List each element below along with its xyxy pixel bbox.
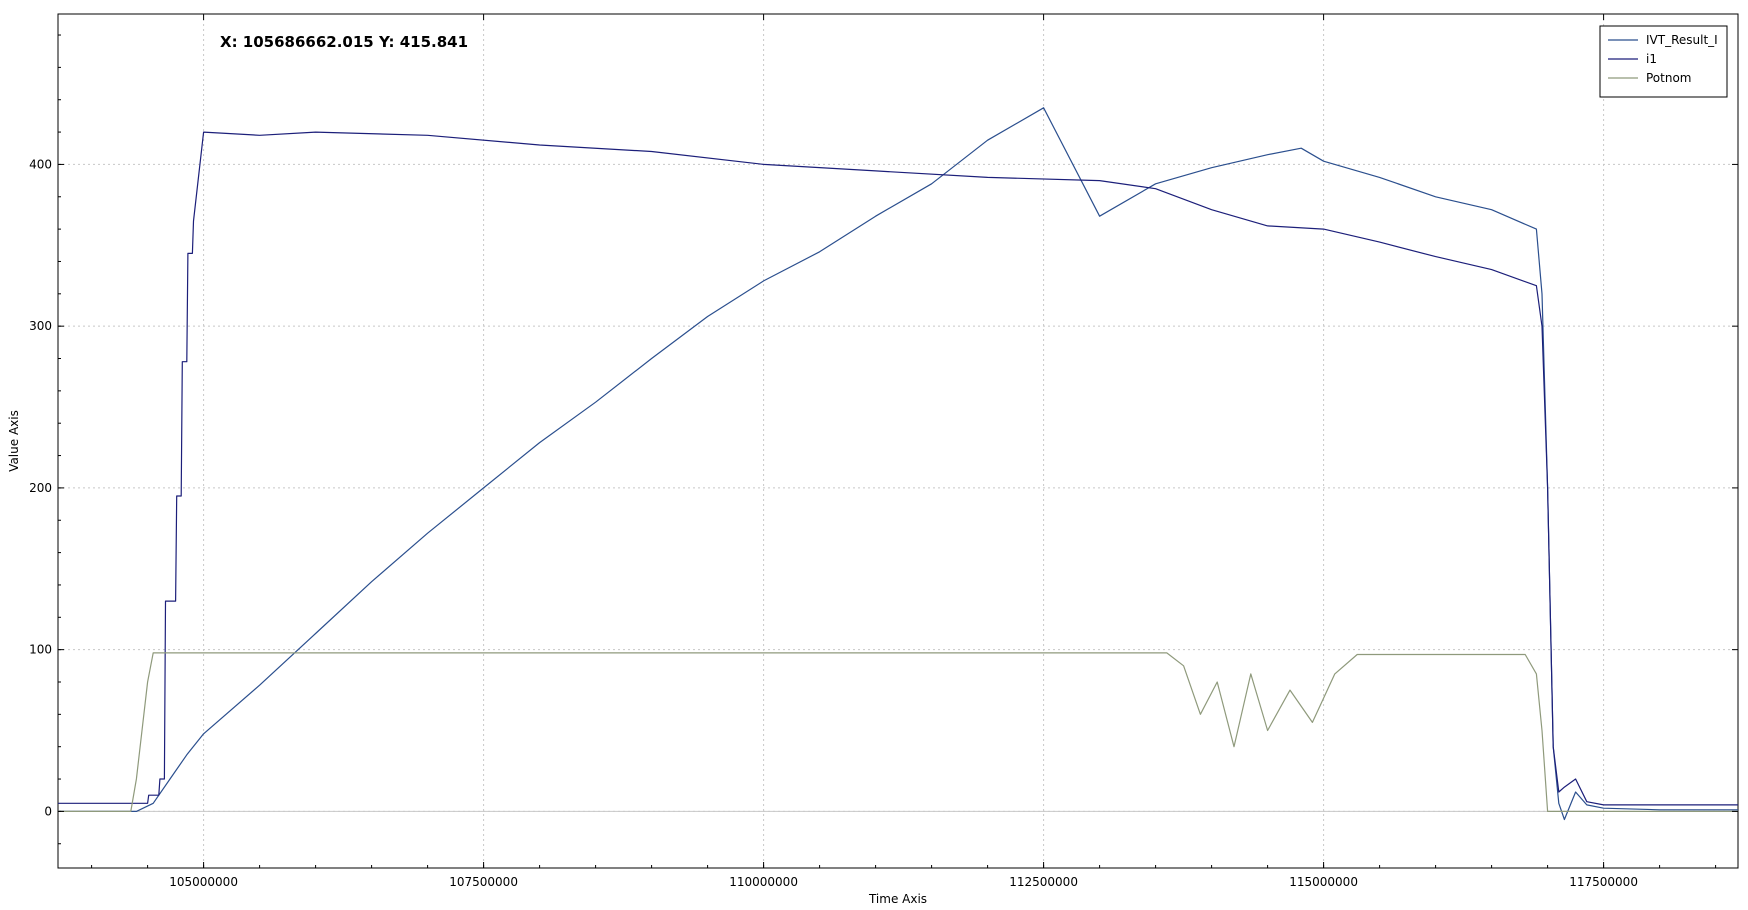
legend-label[interactable]: Potnom bbox=[1646, 71, 1692, 85]
y-axis-ticks: 0 100 200 300 400 bbox=[29, 34, 1738, 845]
series-line-i1 bbox=[58, 131, 1738, 806]
x-axis-title: Time Axis bbox=[868, 892, 927, 906]
y-tick-label: 200 bbox=[29, 481, 52, 495]
legend[interactable]: IVT_Result_I i1 Potnom bbox=[1599, 25, 1728, 98]
x-tick-label: 115000000 bbox=[1289, 875, 1358, 889]
legend-box bbox=[1599, 25, 1728, 98]
legend-label[interactable]: IVT_Result_I bbox=[1646, 33, 1718, 47]
x-tick-label: 117500000 bbox=[1569, 875, 1638, 889]
series-layer bbox=[58, 107, 1738, 821]
y-tick-label: 100 bbox=[29, 643, 52, 657]
plot-area[interactable] bbox=[57, 13, 1739, 869]
y-axis-title: Value Axis bbox=[7, 410, 21, 472]
x-tick-label: 105000000 bbox=[169, 875, 238, 889]
cursor-coordinate-readout: X: 105686662.015 Y: 415.841 bbox=[220, 33, 468, 51]
series-line-potnom bbox=[58, 652, 1738, 812]
y-tick-label: 400 bbox=[29, 157, 52, 171]
y-tick-label: 300 bbox=[29, 319, 52, 333]
x-tick-label: 107500000 bbox=[449, 875, 518, 889]
legend-label[interactable]: i1 bbox=[1646, 52, 1657, 66]
x-tick-label: 110000000 bbox=[729, 875, 798, 889]
x-tick-label: 112500000 bbox=[1009, 875, 1078, 889]
x-axis-ticks: 105000000 107500000 110000000 112500000 1150… bbox=[91, 14, 1717, 889]
y-tick-label: 0 bbox=[44, 804, 52, 818]
